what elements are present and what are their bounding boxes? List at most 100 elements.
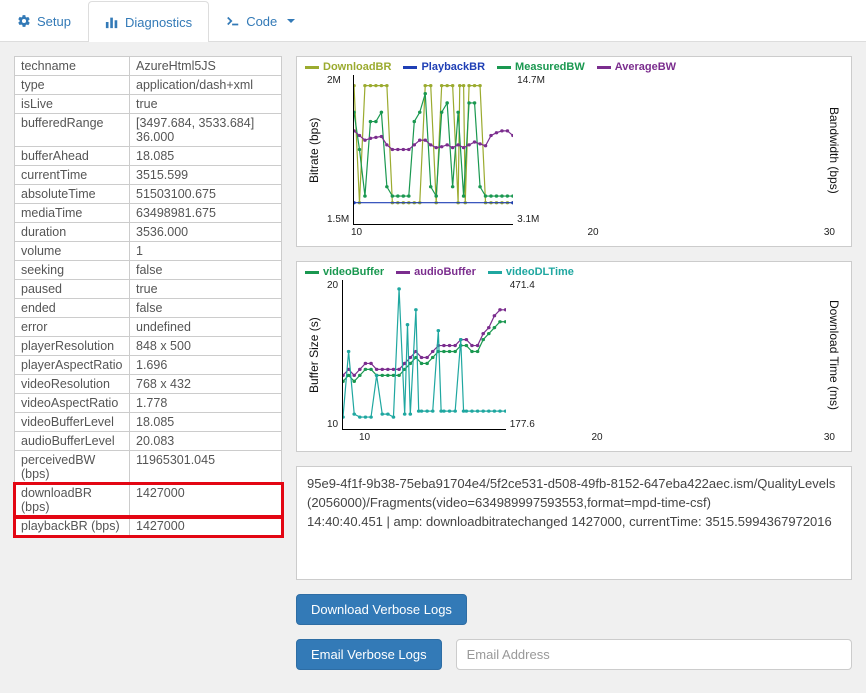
tab-diagnostics-label: Diagnostics <box>125 15 192 30</box>
properties-table: technameAzureHtml5JStypeapplication/dash… <box>14 56 282 536</box>
bitrate-chart-yaxis-left: 2M 1.5M <box>323 75 353 225</box>
prop-key: videoAspectRatio <box>15 394 130 413</box>
log-line: 14:40:40.451 | amp: downloadbitratechang… <box>307 513 841 532</box>
table-row: technameAzureHtml5JS <box>15 57 282 76</box>
prop-value: true <box>130 280 282 299</box>
download-row: Download Verbose Logs <box>296 594 852 625</box>
legend-swatch <box>403 66 417 69</box>
buffer-chart-legend: videoBuffer audioBuffer videoDLTime <box>305 266 843 278</box>
legend-swatch <box>488 271 502 274</box>
prop-key: playerResolution <box>15 337 130 356</box>
prop-key: bufferedRange <box>15 114 130 147</box>
legend-label: videoBuffer <box>323 266 384 278</box>
prop-key: type <box>15 76 130 95</box>
buffer-chart-ylabel-right: Download Time (ms) <box>676 280 843 430</box>
legend-item: MeasuredBW <box>497 61 585 73</box>
legend-item: DownloadBR <box>305 61 391 73</box>
legend-swatch <box>305 271 319 274</box>
table-row: downloadBR (bps)1427000 <box>15 484 282 517</box>
table-row: videoResolution768 x 432 <box>15 375 282 394</box>
prop-value: false <box>130 299 282 318</box>
prop-key: videoBufferLevel <box>15 413 130 432</box>
prop-value: 848 x 500 <box>130 337 282 356</box>
table-row: errorundefined <box>15 318 282 337</box>
table-row: mediaTime63498981.675 <box>15 204 282 223</box>
prop-value: 11965301.045 <box>130 451 282 484</box>
bitrate-chart-yaxis-right: 14.7M 3.1M <box>513 75 680 225</box>
email-row: Email Verbose Logs <box>296 639 852 670</box>
prop-value: 18.085 <box>130 413 282 432</box>
buffer-chart-xaxis: 10 20 30 <box>305 430 843 443</box>
prop-value: 1.696 <box>130 356 282 375</box>
table-row: audioBufferLevel20.083 <box>15 432 282 451</box>
charts-pane: DownloadBRPlaybackBRMeasuredBWAverageBW … <box>296 56 852 679</box>
prop-value: 1427000 <box>130 484 282 517</box>
table-row: absoluteTime51503100.675 <box>15 185 282 204</box>
prop-key: duration <box>15 223 130 242</box>
prop-key: error <box>15 318 130 337</box>
prop-key: playbackBR (bps) <box>15 517 130 536</box>
bitrate-chart-xaxis: 10 20 30 <box>305 225 843 238</box>
table-row: currentTime3515.599 <box>15 166 282 185</box>
prop-key: perceivedBW (bps) <box>15 451 130 484</box>
legend-item: audioBuffer <box>396 266 476 278</box>
prop-value: 18.085 <box>130 147 282 166</box>
legend-item: videoBuffer <box>305 266 384 278</box>
prop-value: 63498981.675 <box>130 204 282 223</box>
prop-value: 1.778 <box>130 394 282 413</box>
prop-value: 3536.000 <box>130 223 282 242</box>
bitrate-chart-ylabel-left: Bitrate (bps) <box>305 75 323 225</box>
properties-pane: technameAzureHtml5JStypeapplication/dash… <box>14 56 282 679</box>
log-line: 95e9-4f1f-9b38-75eba91704e4/5f2ce531-d50… <box>307 475 841 513</box>
prop-key: mediaTime <box>15 204 130 223</box>
prop-key: techname <box>15 57 130 76</box>
download-logs-button[interactable]: Download Verbose Logs <box>296 594 467 625</box>
table-row: volume1 <box>15 242 282 261</box>
prop-value: false <box>130 261 282 280</box>
legend-label: MeasuredBW <box>515 61 585 73</box>
tab-code[interactable]: Code <box>209 0 312 41</box>
prop-key: videoResolution <box>15 375 130 394</box>
table-row: bufferedRange[3497.684, 3533.684] 36.000 <box>15 114 282 147</box>
prop-key: paused <box>15 280 130 299</box>
bitrate-chart-ylabel-right: Bandwidth (bps) <box>680 75 843 225</box>
table-row: perceivedBW (bps)11965301.045 <box>15 451 282 484</box>
buffer-chart-yaxis-right: 471.4 177.6 <box>506 280 677 430</box>
table-row: playerResolution848 x 500 <box>15 337 282 356</box>
gear-icon <box>17 14 31 28</box>
legend-label: DownloadBR <box>323 61 391 73</box>
table-row: duration3536.000 <box>15 223 282 242</box>
tab-bar: Setup Diagnostics Code <box>0 0 866 42</box>
table-row: videoBufferLevel18.085 <box>15 413 282 432</box>
prop-key: ended <box>15 299 130 318</box>
prop-value: 51503100.675 <box>130 185 282 204</box>
legend-label: videoDLTime <box>506 266 574 278</box>
prop-value: 1427000 <box>130 517 282 536</box>
prop-value: application/dash+xml <box>130 76 282 95</box>
prop-key: downloadBR (bps) <box>15 484 130 517</box>
prop-key: bufferAhead <box>15 147 130 166</box>
prop-key: playerAspectRatio <box>15 356 130 375</box>
bars-icon <box>105 15 119 29</box>
table-row: bufferAhead18.085 <box>15 147 282 166</box>
tab-code-label: Code <box>246 14 277 29</box>
buffer-chart-ylabel-left: Buffer Size (s) <box>305 280 323 430</box>
tab-setup[interactable]: Setup <box>0 0 88 41</box>
legend-item: AverageBW <box>597 61 676 73</box>
bitrate-chart: DownloadBRPlaybackBRMeasuredBWAverageBW … <box>296 56 852 247</box>
legend-label: AverageBW <box>615 61 676 73</box>
log-output[interactable]: 95e9-4f1f-9b38-75eba91704e4/5f2ce531-d50… <box>296 466 852 580</box>
prop-value: 3515.599 <box>130 166 282 185</box>
tab-diagnostics[interactable]: Diagnostics <box>88 1 209 42</box>
prop-value: [3497.684, 3533.684] 36.000 <box>130 114 282 147</box>
prop-key: audioBufferLevel <box>15 432 130 451</box>
table-row: pausedtrue <box>15 280 282 299</box>
prop-value: undefined <box>130 318 282 337</box>
email-address-input[interactable] <box>456 639 852 670</box>
bitrate-chart-plot <box>353 75 513 225</box>
legend-swatch <box>597 66 611 69</box>
email-logs-button[interactable]: Email Verbose Logs <box>296 639 442 670</box>
buffer-chart-yaxis-left: 20 10 <box>323 280 342 430</box>
prop-value: AzureHtml5JS <box>130 57 282 76</box>
table-row: playerAspectRatio1.696 <box>15 356 282 375</box>
